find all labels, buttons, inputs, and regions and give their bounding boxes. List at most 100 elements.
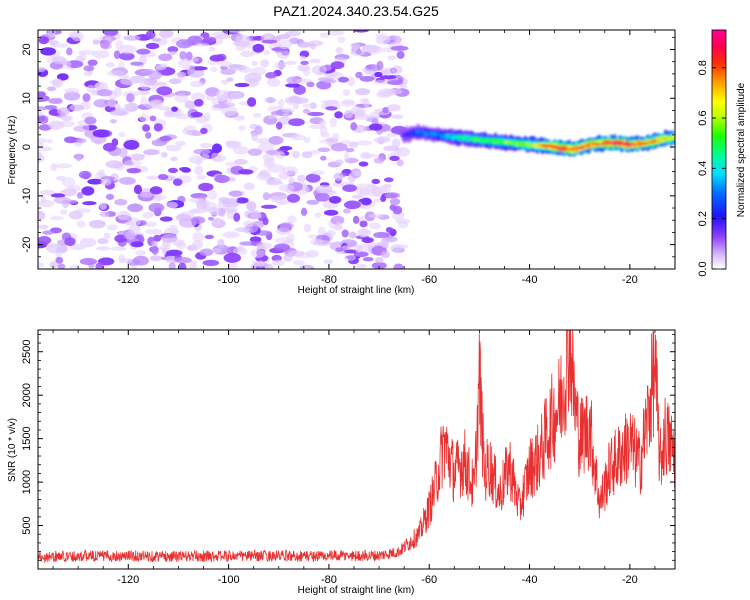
noise-cell xyxy=(38,94,50,102)
noise-cell xyxy=(52,56,67,65)
noise-cell xyxy=(139,80,151,90)
noise-cell xyxy=(200,127,208,135)
noise-cell xyxy=(158,53,173,62)
snr-panel: -120 -100 -80 -60 -40 -20 500 1000 1500 2000 2500… xyxy=(7,329,676,596)
x-tick-label: -120 xyxy=(117,274,139,286)
noise-cell xyxy=(334,159,344,165)
noise-cell xyxy=(168,167,178,174)
noise-cell xyxy=(194,99,204,107)
noise-cell xyxy=(343,151,350,162)
noise-cell xyxy=(399,84,408,89)
noise-cell xyxy=(389,204,397,211)
noise-cell xyxy=(52,78,63,88)
noise-cell xyxy=(151,99,164,108)
noise-cell xyxy=(59,120,75,128)
noise-cell xyxy=(337,36,346,43)
noise-cell xyxy=(359,97,369,104)
y-tick-label: 20 xyxy=(21,43,33,55)
noise-cell xyxy=(38,152,43,162)
noise-cell xyxy=(106,224,119,231)
noise-cell xyxy=(234,82,250,88)
colorbar-tick-label: 0.4 xyxy=(697,161,709,176)
noise-cell xyxy=(134,250,146,256)
noise-cell xyxy=(382,67,395,76)
noise-cell xyxy=(392,138,401,148)
noise-cell xyxy=(60,115,74,121)
noise-cell xyxy=(217,238,225,249)
noise-cell xyxy=(38,36,50,45)
noise-cell xyxy=(235,44,245,52)
noise-cell xyxy=(82,124,90,133)
noise-cell xyxy=(396,147,410,157)
noise-cell xyxy=(123,35,141,41)
noise-cell xyxy=(113,87,123,97)
noise-cell xyxy=(303,108,310,114)
noise-cell xyxy=(66,47,73,56)
noise-cell xyxy=(127,203,143,213)
noise-cell xyxy=(279,222,294,230)
noise-cell xyxy=(38,115,49,124)
noise-cell xyxy=(149,255,163,262)
noise-cell xyxy=(257,260,265,268)
signal-cell-layer-3 xyxy=(643,142,650,145)
noise-cell xyxy=(300,60,309,65)
noise-cell xyxy=(152,196,162,202)
noise-cell xyxy=(293,260,305,266)
noise-cell xyxy=(49,216,64,221)
noise-cell xyxy=(212,247,222,254)
noise-cell xyxy=(229,140,242,148)
noise-cell xyxy=(264,97,277,103)
noise-cell xyxy=(149,115,157,122)
spectrogram-signal xyxy=(401,123,675,157)
noise-cell xyxy=(350,49,365,56)
noise-cell xyxy=(151,240,158,247)
noise-cell xyxy=(387,55,397,60)
noise-cell xyxy=(344,200,361,210)
noise-cell xyxy=(291,134,306,141)
noise-cell xyxy=(303,136,311,144)
noise-cell xyxy=(383,145,400,152)
noise-cell xyxy=(274,61,287,69)
noise-cell xyxy=(285,83,301,88)
x-tick-label: -80 xyxy=(321,274,337,286)
noise-cell xyxy=(194,165,204,176)
signal-cell-layer-3 xyxy=(578,146,585,150)
noise-cell xyxy=(287,193,300,203)
noise-cell xyxy=(365,64,376,70)
noise-cell xyxy=(359,75,375,82)
noise-cell xyxy=(282,166,299,176)
noise-cell xyxy=(155,64,167,71)
noise-cell xyxy=(323,259,334,265)
noise-cell xyxy=(233,145,249,155)
noise-cell xyxy=(310,238,324,246)
snr-x-axis-label: Height of straight line (km) xyxy=(298,585,415,596)
noise-cell xyxy=(330,142,348,152)
noise-cell xyxy=(71,31,84,42)
noise-cell xyxy=(228,190,243,197)
snr-y-ticks: 500 1000 1500 2000 2500 xyxy=(21,333,675,561)
noise-cell xyxy=(171,106,179,112)
noise-cell xyxy=(383,185,392,193)
noise-cell xyxy=(95,262,104,269)
noise-cell xyxy=(218,196,229,203)
noise-cell xyxy=(100,178,112,186)
noise-cell xyxy=(174,113,190,120)
noise-cell xyxy=(355,71,363,79)
noise-cell xyxy=(48,40,59,45)
noise-cell xyxy=(353,251,369,258)
noise-cell xyxy=(158,30,174,39)
noise-cell xyxy=(159,216,173,222)
noise-cell xyxy=(127,217,141,227)
noise-cell xyxy=(317,147,331,153)
noise-cell xyxy=(82,93,91,102)
noise-cell xyxy=(105,160,124,169)
noise-cell xyxy=(297,41,311,48)
x-tick-label: -120 xyxy=(117,574,139,586)
noise-cell xyxy=(368,123,383,131)
noise-cell xyxy=(176,241,187,250)
noise-cell xyxy=(299,55,306,60)
noise-cell xyxy=(374,71,383,78)
y-tick-label: 0 xyxy=(21,144,33,150)
noise-cell xyxy=(386,80,404,86)
noise-cell xyxy=(120,77,137,86)
